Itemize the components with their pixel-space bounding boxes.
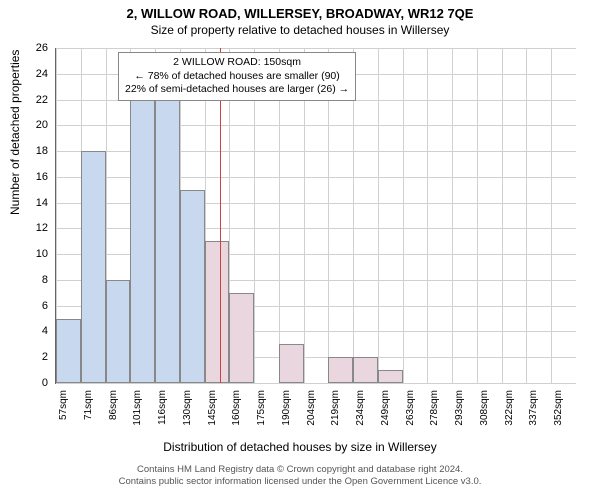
y-tick: 18 — [18, 145, 48, 157]
bar — [180, 190, 205, 383]
bar — [279, 344, 304, 383]
credits-line-2: Contains public sector information licen… — [0, 476, 600, 488]
x-tick: 219sqm — [330, 390, 341, 440]
bar — [205, 241, 230, 383]
x-tick: 234sqm — [355, 390, 366, 440]
y-tick: 12 — [18, 222, 48, 234]
y-tick: 26 — [18, 42, 48, 54]
annotation-line-2: ← 78% of detached houses are smaller (90… — [125, 70, 349, 84]
annotation-line-3: 22% of semi-detached houses are larger (… — [125, 83, 349, 97]
credits: Contains HM Land Registry data © Crown c… — [0, 464, 600, 489]
gridline-v — [403, 48, 404, 383]
gridline-v — [502, 48, 503, 383]
x-tick: 101sqm — [132, 390, 143, 440]
gridline-h — [56, 383, 576, 384]
y-tick: 2 — [18, 351, 48, 363]
y-tick: 14 — [18, 197, 48, 209]
bar — [328, 357, 353, 383]
chart-subtitle: Size of property relative to detached ho… — [0, 23, 600, 37]
y-tick: 22 — [18, 94, 48, 106]
y-tick: 16 — [18, 171, 48, 183]
gridline-v — [551, 48, 552, 383]
chart-container: 2, WILLOW ROAD, WILLERSEY, BROADWAY, WR1… — [0, 0, 600, 500]
x-tick: 308sqm — [479, 390, 490, 440]
gridline-h — [56, 48, 576, 49]
x-tick: 322sqm — [504, 390, 515, 440]
chart-title: 2, WILLOW ROAD, WILLERSEY, BROADWAY, WR1… — [0, 6, 600, 21]
x-tick: 175sqm — [256, 390, 267, 440]
x-tick: 337sqm — [528, 390, 539, 440]
gridline-v — [378, 48, 379, 383]
x-tick: 190sqm — [281, 390, 292, 440]
x-tick: 86sqm — [108, 390, 119, 440]
x-tick: 249sqm — [380, 390, 391, 440]
y-tick: 4 — [18, 325, 48, 337]
gridline-v — [427, 48, 428, 383]
bar — [378, 370, 403, 383]
bar — [56, 319, 81, 383]
credits-line-1: Contains HM Land Registry data © Crown c… — [0, 464, 600, 476]
x-tick: 116sqm — [157, 390, 168, 440]
y-tick: 6 — [18, 300, 48, 312]
x-tick: 278sqm — [429, 390, 440, 440]
y-tick: 20 — [18, 119, 48, 131]
bar — [130, 100, 155, 383]
x-axis-label: Distribution of detached houses by size … — [0, 440, 600, 454]
bar — [229, 293, 254, 383]
y-tick: 24 — [18, 68, 48, 80]
gridline-v — [477, 48, 478, 383]
x-tick: 160sqm — [231, 390, 242, 440]
annotation-box: 2 WILLOW ROAD: 150sqm ← 78% of detached … — [118, 52, 356, 101]
bar — [106, 280, 131, 383]
y-tick: 0 — [18, 377, 48, 389]
x-tick: 57sqm — [58, 390, 69, 440]
bar — [353, 357, 378, 383]
x-tick: 352sqm — [553, 390, 564, 440]
x-tick: 130sqm — [182, 390, 193, 440]
y-tick: 8 — [18, 274, 48, 286]
x-tick: 145sqm — [207, 390, 218, 440]
bar — [155, 100, 180, 383]
annotation-line-1: 2 WILLOW ROAD: 150sqm — [125, 56, 349, 70]
y-tick: 10 — [18, 248, 48, 260]
bar — [81, 151, 106, 383]
gridline-v — [526, 48, 527, 383]
y-tick-labels: 02468101214161820222426 — [20, 48, 52, 383]
x-tick: 293sqm — [454, 390, 465, 440]
x-tick-labels: 57sqm71sqm86sqm101sqm116sqm130sqm145sqm1… — [55, 385, 575, 435]
x-tick: 71sqm — [83, 390, 94, 440]
x-tick: 204sqm — [306, 390, 317, 440]
x-tick: 263sqm — [405, 390, 416, 440]
gridline-v — [452, 48, 453, 383]
